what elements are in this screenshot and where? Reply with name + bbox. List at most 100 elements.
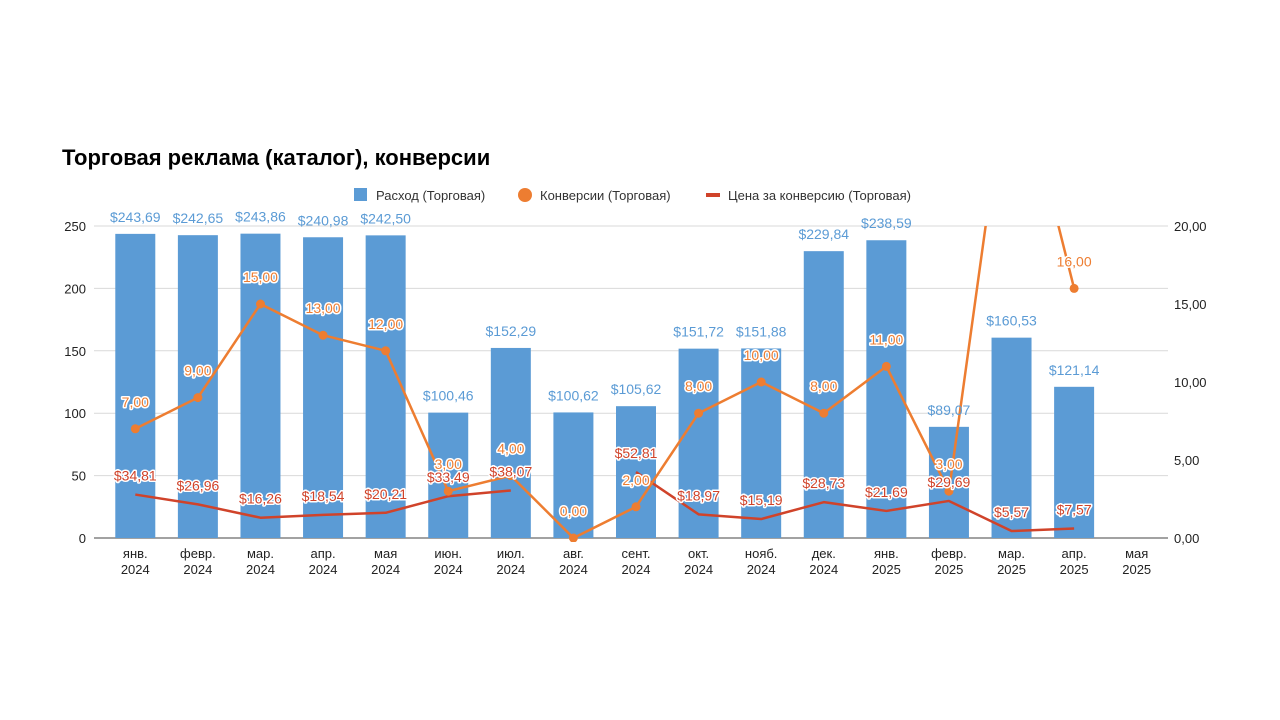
x-tick-month: янв. [123,546,148,561]
x-tick-month: сент. [621,546,650,561]
cost-value-label: $26,96 [176,477,219,493]
x-tick-year: 2024 [559,562,588,577]
x-tick-year: 2024 [747,562,776,577]
legend-swatch-conversions [518,188,532,202]
legend-label: Цена за конверсию (Торговая) [728,188,911,203]
conversion-point [443,486,453,496]
x-tick-year: 2024 [684,562,713,577]
x-tick-year: 2024 [434,562,463,577]
conversion-value-label: 7,00 [122,394,149,410]
conversion-point [381,346,391,356]
conversion-point [130,424,140,434]
x-tick-month: июл. [497,546,525,561]
x-tick-year: 2025 [1122,562,1151,577]
x-tick-label: мар. 2025 [997,546,1026,577]
x-tick-label: февр. 2024 [180,546,216,577]
conversion-point [255,299,265,309]
x-tick-year: 2024 [183,562,212,577]
bar-value-label: $100,46 [423,388,474,404]
conversion-point [193,393,203,403]
bar [803,251,844,539]
conversion-value-label: 9,00 [184,363,211,379]
bar [553,412,594,538]
left-tick-label: 50 [72,469,86,484]
x-tick-year: 2024 [622,562,651,577]
x-tick-label: мар. 2024 [246,546,275,577]
conversion-line-group [130,226,1079,542]
bar [428,412,469,538]
conversion-point [1069,283,1079,293]
right-tick-label: 15,00 [1174,297,1207,312]
cost-value-label: $52,81 [615,445,658,461]
bar-value-label: $243,86 [235,209,286,225]
x-tick-label: янв. 2025 [872,546,901,577]
conversion-value-label: 3,00 [935,456,962,472]
cost-value-label: $18,97 [677,487,720,503]
bar-value-label: $105,62 [611,381,662,397]
cost-value-label: $28,73 [802,475,845,491]
bar [177,235,218,539]
conversion-point [694,408,704,418]
legend-label: Конверсии (Торговая) [540,188,671,203]
bars-series [115,233,1095,539]
x-tick-label: дек. 2024 [809,546,838,577]
chart-title: Торговая реклама (каталог), конверсии [62,145,491,170]
cost-value-label: $20,21 [364,486,407,502]
x-tick-month: мая [1125,546,1148,561]
bar [303,237,344,538]
x-tick-label: июл. 2024 [496,546,525,577]
legend-swatch-cost [706,193,720,197]
bar [678,348,719,538]
conversion-point [506,471,516,481]
legend-swatch-bar [354,188,367,201]
cost-line [635,471,1075,533]
cost-value-label: $5,57 [994,504,1029,520]
x-tick-label: апр. 2025 [1060,546,1089,577]
conversion-value-label: 2,00 [622,472,649,488]
conversion-value-label: 4,00 [497,441,524,457]
conversion-line [134,226,1076,540]
x-tick-label: июн. 2024 [434,546,463,577]
x-tick-month: июн. [434,546,462,561]
x-tick-label: авг. 2024 [559,546,588,577]
conversion-point [944,486,954,496]
conversion-value-label: 10,00 [744,347,779,363]
bar-value-label: $243,69 [110,209,161,225]
cost-value-label: $7,57 [1057,502,1092,518]
conversion-value-label: 15,00 [243,269,278,285]
x-tick-year: 2024 [496,562,525,577]
conversion-value-label: 8,00 [685,378,712,394]
left-tick-label: 0 [79,531,86,546]
conversion-value-label: 8,00 [810,378,837,394]
lines-series [130,226,1079,542]
bar [115,233,156,538]
bar-value-label: $152,29 [486,323,537,339]
conversion-point [819,408,829,418]
bar-value-label: $240,98 [298,212,349,228]
x-tick-year: 2024 [809,562,838,577]
x-tick-year: 2025 [934,562,963,577]
conversion-value-label: 16,00 [1057,253,1092,269]
x-tick-month: мая [374,546,397,561]
x-tick-month: нояб. [745,546,778,561]
left-tick-label: 150 [64,344,86,359]
cost-value-label: $18,54 [302,488,345,504]
bar [365,235,406,539]
cost-value-label: $33,49 [427,469,470,485]
right-tick-label: 0,00 [1174,531,1199,546]
conversion-point [631,502,641,512]
bar [490,347,531,538]
x-tick-month: авг. [563,546,584,561]
cost-value-label: $34,81 [114,468,157,484]
x-tick-month: окт. [688,546,709,561]
bar-value-label: $89,07 [928,402,971,418]
bar [240,233,281,538]
conversion-point [318,330,328,340]
x-tick-year: 2024 [371,562,400,577]
x-tick-label: сент. 2024 [621,546,650,577]
cost-value-label: $15,19 [740,492,783,508]
x-tick-label: февр. 2025 [931,546,967,577]
conversion-point [568,533,578,542]
